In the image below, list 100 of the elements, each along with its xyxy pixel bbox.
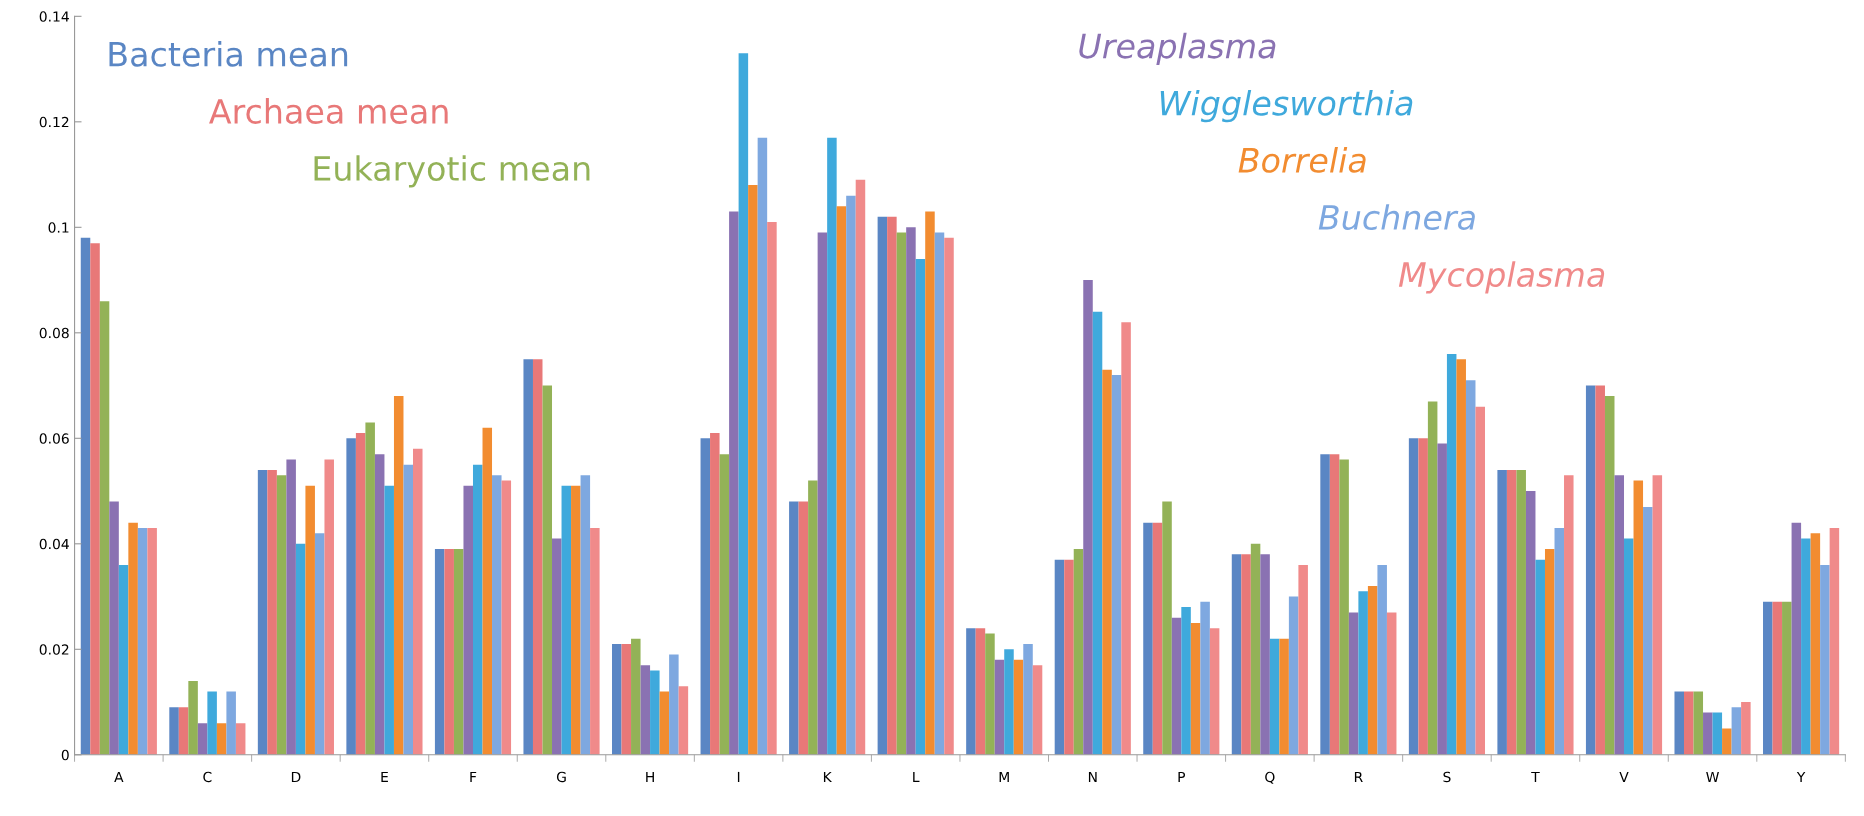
bar	[1624, 538, 1634, 755]
bar	[925, 211, 935, 755]
bar	[482, 427, 493, 755]
x-tick-label: W	[1706, 771, 1719, 783]
bar	[1516, 469, 1526, 755]
bar	[374, 454, 385, 755]
x-tick-label: T	[1531, 771, 1540, 783]
bar	[1427, 401, 1438, 755]
bar	[178, 707, 189, 755]
bar	[1013, 659, 1024, 755]
bar	[324, 459, 334, 755]
x-tick-label: Q	[1265, 771, 1275, 784]
x-tick-label: R	[1354, 771, 1363, 783]
x-tick-label: D	[291, 771, 301, 783]
bar	[1544, 549, 1555, 755]
bar	[789, 501, 799, 755]
bar	[1535, 559, 1545, 755]
bar	[1684, 691, 1694, 755]
bar	[1367, 586, 1378, 755]
bar	[532, 359, 543, 755]
bar	[1092, 311, 1103, 755]
bar	[1083, 280, 1093, 755]
bar	[453, 549, 464, 755]
bar	[1674, 691, 1684, 755]
bar	[207, 691, 217, 755]
bar	[118, 564, 129, 755]
x-tick-label: E	[381, 771, 388, 783]
y-tick-label: 0.06	[39, 433, 69, 444]
bar	[286, 459, 296, 755]
bar	[267, 469, 277, 755]
bar	[1446, 353, 1457, 755]
x-tick-label: K	[823, 771, 832, 783]
text: Ureaplasma	[1079, 32, 1276, 66]
bar	[1693, 691, 1704, 755]
y-tick-label: 0.08	[39, 327, 69, 339]
bar	[346, 438, 356, 755]
bar	[1465, 380, 1476, 755]
bar	[1152, 522, 1163, 755]
bar	[1064, 559, 1074, 755]
bar	[1054, 559, 1065, 755]
bar	[1329, 454, 1340, 755]
bar	[631, 638, 641, 755]
bar	[877, 216, 888, 755]
bar	[1703, 712, 1713, 755]
bar	[1456, 359, 1466, 755]
bar	[1200, 601, 1210, 755]
bar	[1506, 469, 1517, 755]
bar	[99, 301, 110, 755]
bar	[1339, 459, 1349, 755]
bar	[1554, 527, 1565, 755]
bar	[748, 185, 758, 755]
bar	[1231, 554, 1242, 755]
bar	[994, 659, 1005, 755]
bar	[235, 723, 246, 755]
bar	[827, 137, 837, 755]
bar	[1073, 549, 1084, 755]
bar	[384, 485, 394, 755]
bar	[808, 480, 818, 755]
bar	[817, 232, 828, 755]
bar	[561, 485, 572, 755]
bar	[571, 485, 581, 755]
y-tick-label: 0.12	[39, 116, 69, 128]
bar	[1585, 385, 1596, 755]
bar	[1279, 638, 1289, 755]
x-tick-label: M	[999, 771, 1009, 783]
bar	[719, 454, 730, 755]
bar	[137, 527, 148, 755]
x-tick-label: G	[556, 771, 566, 783]
bar	[1614, 475, 1625, 755]
bar	[650, 670, 660, 755]
bar	[1298, 564, 1308, 755]
bar	[1731, 707, 1742, 755]
bar	[1023, 644, 1033, 755]
x-tick-label: P	[1178, 771, 1186, 783]
text: Bacteria mean	[109, 40, 348, 67]
bar	[1741, 702, 1751, 755]
bar	[1801, 538, 1811, 755]
bar	[1190, 622, 1201, 755]
bar	[1004, 649, 1014, 755]
bar	[915, 258, 926, 755]
bar	[501, 480, 512, 755]
bar	[1595, 385, 1605, 755]
bar	[463, 485, 473, 755]
bar	[1377, 564, 1387, 755]
bar	[492, 475, 502, 755]
bar	[934, 232, 945, 755]
x-tick-label: L	[913, 771, 920, 783]
bar	[738, 53, 749, 755]
x-tick-label: Y	[1796, 771, 1806, 783]
bar	[216, 723, 227, 755]
bar	[169, 707, 179, 755]
bar	[855, 179, 866, 755]
bar	[444, 549, 454, 755]
bar	[1437, 443, 1447, 755]
bar	[1475, 406, 1485, 755]
text: Borrelia	[1238, 147, 1366, 173]
text: Wigglesworthia	[1160, 89, 1413, 123]
bar	[1121, 322, 1131, 755]
bar	[1525, 491, 1536, 755]
bar	[226, 691, 236, 755]
